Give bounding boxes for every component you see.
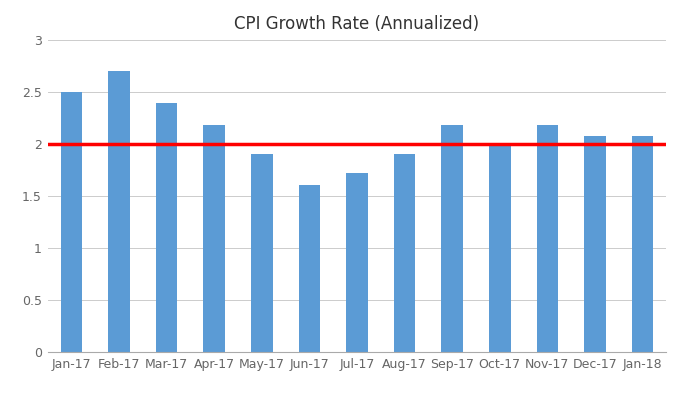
Title: CPI Growth Rate (Annualized): CPI Growth Rate (Annualized) [235, 15, 479, 33]
Bar [203, 125, 225, 352]
Bar [251, 154, 273, 352]
Bar [441, 125, 463, 352]
Bar [584, 136, 606, 352]
Bar [346, 173, 368, 352]
Bar [632, 136, 653, 352]
Bar [61, 92, 82, 352]
Bar [299, 184, 320, 352]
Bar [108, 71, 130, 352]
Bar [537, 125, 558, 352]
Bar [156, 104, 177, 352]
Bar [394, 154, 415, 352]
Bar [489, 144, 511, 352]
